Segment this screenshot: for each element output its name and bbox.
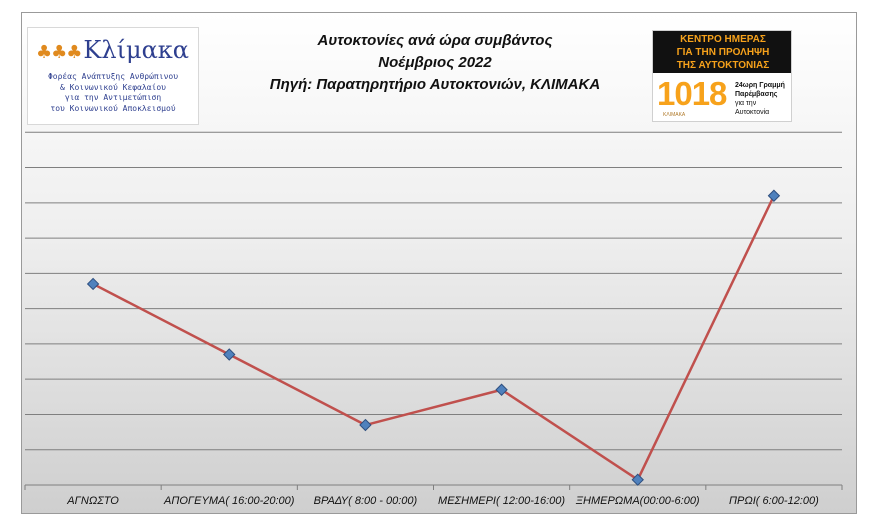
chart-source: Πηγή: Παρατηρητήριο Αυτοκτονιών, ΚΛΙΜΑΚΑ (269, 76, 601, 93)
x-tick-label: ΑΠΟΓΕΥΜΑ( 16:00-20:00) (163, 495, 295, 507)
data-point-marker (631, 473, 644, 486)
klimaka-tagline: Φορέας Ανάπτυξης Ανθρώπινου & Κοινωνικού… (47, 72, 179, 113)
series-line (92, 195, 776, 481)
people-icon: ♣♣♣ (36, 42, 82, 63)
data-point-marker (223, 348, 236, 361)
chart-title: Αυτοκτονίες ανά ώρα συμβάντος (317, 32, 553, 49)
helpline-heading: ΚΕΝΤΡΟ ΗΜΕΡΑΣ ΓΙΑ ΤΗΝ ΠΡΟΛΗΨΗ ΤΗΣ ΑΥΤΟΚΤ… (653, 31, 791, 73)
chart-title-block: Αυτοκτονίες ανά ώρα συμβάντος Νοέμβριος … (225, 30, 645, 96)
data-point-marker (767, 189, 781, 202)
klimaka-brand-name: Κλίμακα (83, 36, 189, 64)
x-tick-label: ΠΡΩΙ( 6:00-12:00) (729, 495, 819, 507)
data-point-marker (86, 277, 100, 291)
helpline-description: 24ωρη Γραμμή Παρέμβασης για την Αυτοκτον… (735, 82, 785, 116)
x-tick-label: ΜΕΣΗΜΕΡΙ( 12:00-16:00) (438, 495, 565, 507)
klimaka-logo: ♣♣♣Κλίμακα Φορέας Ανάπτυξης Ανθρώπινου &… (27, 27, 199, 125)
helpline-sub: ΚΛΙΜΑΚΑ (663, 112, 686, 118)
x-tick-label: ΑΓΝΩΣΤΟ (66, 495, 119, 507)
x-tick-label: ΞΗΜΕΡΩΜΑ(00:00-6:00) (575, 495, 700, 507)
helpline-number: 1018 (657, 75, 727, 112)
chart-subtitle: Νοέμβριος 2022 (378, 54, 492, 71)
data-point-marker (495, 383, 508, 396)
helpline-1018-logo: ΚΕΝΤΡΟ ΗΜΕΡΑΣ ΓΙΑ ΤΗΝ ΠΡΟΛΗΨΗ ΤΗΣ ΑΥΤΟΚΤ… (652, 30, 792, 122)
x-tick-label: ΒΡΑΔΥ( 8:00 - 00:00) (314, 495, 418, 507)
data-point-marker (359, 418, 372, 432)
